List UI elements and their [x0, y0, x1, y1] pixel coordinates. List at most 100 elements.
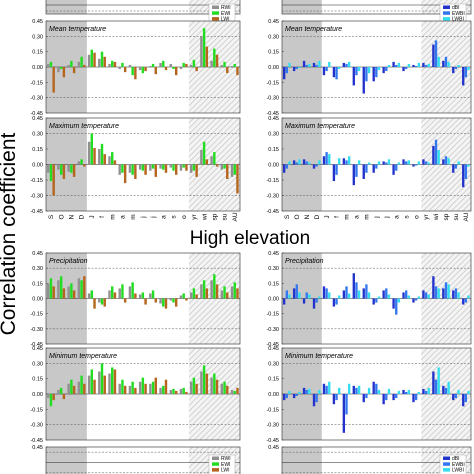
- bar-ewi: [172, 67, 175, 70]
- bar-lwbi: [447, 381, 450, 394]
- bar-lwi: [205, 159, 209, 165]
- bar-lwbi: [437, 56, 440, 67]
- bar-lwbi: [427, 294, 430, 299]
- bar-lwbi: [457, 64, 460, 67]
- prior-season-shade: [46, 0, 87, 14]
- panel-title: Maximum temperature: [49, 123, 119, 130]
- bar-rwi: [98, 371, 101, 394]
- bar-lwi: [195, 294, 198, 299]
- bar-ewbi: [305, 389, 308, 394]
- y-tick-label: -0.45: [30, 438, 43, 444]
- bar-dbi: [282, 298, 286, 305]
- bar-lwbi: [318, 389, 321, 394]
- x-tick-label: O: [294, 214, 301, 219]
- bar-ewbi: [355, 164, 358, 177]
- bar-lwbi: [417, 62, 420, 67]
- bar-ewbi: [325, 385, 328, 394]
- legend-swatch: [443, 468, 450, 472]
- bar-lwbi: [338, 67, 341, 70]
- bar-lwi: [113, 61, 117, 67]
- x-tick-label: D: [314, 214, 321, 219]
- bar-lwbi: [397, 298, 401, 303]
- y-tick-label: -0.45: [266, 342, 279, 348]
- bar-ewbi: [395, 164, 398, 171]
- bar-dbi: [392, 298, 395, 309]
- legend-swatch: [443, 17, 450, 21]
- bar-lwi: [83, 164, 86, 167]
- bar-lwi: [113, 292, 117, 299]
- bar-ewi: [111, 152, 114, 165]
- x-tick-label: sp: [211, 213, 218, 220]
- bar-ewi: [80, 375, 83, 394]
- bar-ewi: [131, 381, 134, 394]
- bar-ewbi: [335, 394, 338, 401]
- bar-rwi: [169, 164, 172, 168]
- bar-rwi: [57, 389, 60, 394]
- bar-ewi: [151, 290, 155, 299]
- bar-dbi: [352, 164, 355, 186]
- bar-rwi: [98, 149, 101, 165]
- bar-rwi: [169, 63, 172, 67]
- bar-ewbi: [424, 292, 428, 299]
- bar-dbi: [302, 298, 306, 304]
- bar-ewbi: [464, 164, 468, 179]
- bar-lwi: [195, 164, 198, 177]
- bar-lwi: [174, 67, 178, 76]
- bar-lwbi: [298, 292, 301, 299]
- bar-lwi: [103, 154, 106, 165]
- bar-ewi: [141, 292, 145, 299]
- x-tick-label: su: [222, 213, 229, 220]
- bar-rwi: [210, 377, 213, 394]
- bar-ewbi: [385, 67, 388, 72]
- bar-rwi: [179, 67, 183, 70]
- bar-rwi: [57, 280, 60, 299]
- bar-ewi: [162, 164, 165, 170]
- bar-rwi: [77, 161, 81, 165]
- bar-lwi: [164, 67, 168, 71]
- bar-rwi: [138, 381, 142, 394]
- bar-lwbi: [367, 292, 371, 299]
- bar-ewi: [90, 369, 94, 394]
- bar-ewbi: [285, 164, 288, 169]
- legend-swatch: [443, 462, 450, 466]
- bar-lwi: [62, 394, 66, 400]
- y-tick-label: -0.30: [266, 194, 279, 200]
- bar-ewi: [59, 387, 63, 394]
- bar-ewbi: [295, 394, 298, 397]
- bar-dbi: [322, 67, 326, 76]
- bar-ewi: [90, 49, 94, 67]
- y-tick-label: 0.00: [32, 163, 43, 169]
- bar-lwbi: [357, 385, 361, 394]
- y-tick-label: -0.30: [266, 96, 279, 102]
- bar-ewbi: [434, 40, 438, 67]
- bar-dbi: [312, 298, 316, 309]
- bar-rwi: [67, 164, 70, 172]
- x-tick-label: s: [403, 215, 410, 219]
- bar-lwi: [72, 67, 76, 74]
- x-tick-label: wi: [433, 214, 440, 221]
- bar-ewbi: [405, 290, 408, 299]
- bar-lwi: [103, 298, 106, 307]
- bar-lwbi: [457, 292, 460, 299]
- bar-ewbi: [424, 390, 428, 394]
- bar-lwi: [174, 164, 178, 175]
- bar-rwi: [149, 65, 152, 67]
- bar-rwi: [169, 389, 172, 394]
- bar-ewbi: [395, 394, 398, 399]
- bar-dbi: [292, 160, 296, 165]
- bar-dbi: [382, 394, 385, 405]
- legend-label: EWBI: [452, 462, 465, 468]
- bar-lwbi: [377, 389, 381, 394]
- bar-lwi: [144, 67, 147, 72]
- bar-ewbi: [315, 394, 318, 403]
- bar-lwbi: [437, 367, 440, 394]
- bar-ewbi: [385, 162, 388, 165]
- bar-ewbi: [315, 298, 318, 303]
- x-tick-label: o: [413, 215, 420, 219]
- x-tick-label: j: [150, 216, 157, 218]
- bar-lwi: [72, 290, 76, 299]
- bar-ewbi: [444, 56, 448, 67]
- bar-rwi: [47, 283, 50, 299]
- y-tick-label: -0.45: [30, 209, 43, 215]
- bar-ewi: [233, 282, 236, 299]
